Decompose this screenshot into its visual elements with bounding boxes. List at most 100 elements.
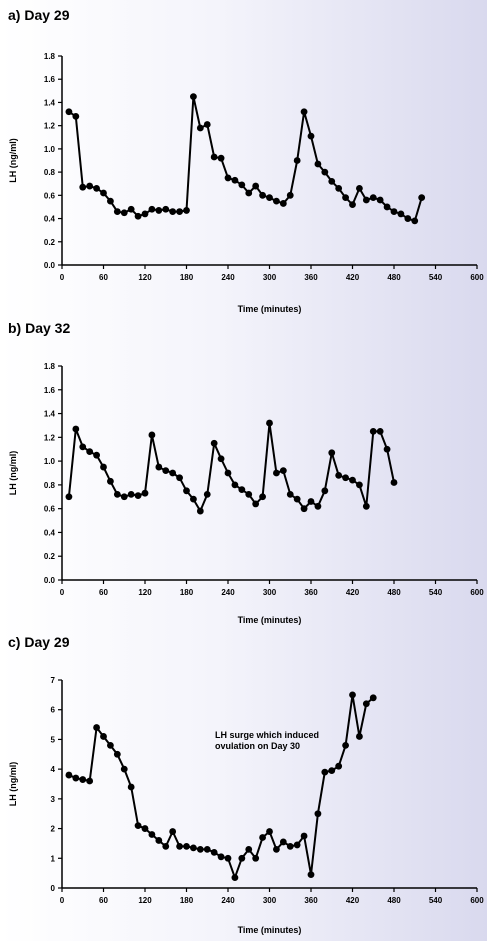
data-point <box>245 845 253 853</box>
data-point <box>279 200 287 207</box>
data-point <box>224 174 232 182</box>
x-tick-label: 120 <box>138 588 152 597</box>
data-point <box>86 448 94 455</box>
y-tick-label: 7 <box>51 676 56 685</box>
chart-title: b) Day 32 <box>8 320 70 336</box>
x-tick-label: 240 <box>221 273 235 282</box>
data-point <box>266 419 273 427</box>
data-point <box>342 741 349 749</box>
data-point <box>72 774 80 782</box>
data-point <box>183 487 190 495</box>
y-tick-label: 1.2 <box>44 433 56 442</box>
data-point <box>383 203 391 211</box>
y-tick-label: 1.6 <box>44 386 56 395</box>
data-point <box>321 768 329 776</box>
data-point <box>148 205 156 213</box>
data-point <box>217 455 225 463</box>
chart-title: a) Day 29 <box>8 7 70 23</box>
data-point <box>356 481 363 489</box>
data-point <box>293 841 301 849</box>
data-point <box>231 874 239 881</box>
x-tick-label: 540 <box>429 273 443 282</box>
data-point <box>100 189 107 197</box>
data-point <box>79 443 87 451</box>
data-point <box>404 215 412 222</box>
data-point <box>300 108 308 116</box>
chart-title: c) Day 29 <box>8 634 70 650</box>
data-point <box>362 196 370 204</box>
data-point <box>390 208 398 215</box>
x-tick-label: 180 <box>180 896 194 905</box>
data-point <box>183 843 190 850</box>
data-point <box>266 828 273 835</box>
data-point <box>259 834 266 841</box>
y-axis-title: LH (ng/ml) <box>8 451 18 496</box>
x-tick-label: 360 <box>304 896 318 905</box>
x-axis-title: Time (minutes) <box>238 615 302 625</box>
x-tick-label: 60 <box>99 588 108 597</box>
data-point <box>376 427 384 435</box>
data-point <box>252 182 260 190</box>
y-tick-label: 3 <box>51 795 56 804</box>
data-point <box>266 194 273 202</box>
x-axis-title: Time (minutes) <box>238 304 302 314</box>
data-point <box>342 194 349 202</box>
y-tick-label: 0.6 <box>44 191 56 200</box>
data-point <box>231 481 239 489</box>
data-point <box>300 505 308 513</box>
data-point <box>328 178 336 185</box>
y-tick-label: 6 <box>51 706 56 715</box>
data-point <box>397 210 405 218</box>
chart-panel-3: c) Day 29 0 1 2 3 4 5 6 7 0 60 120 180 240 300 360 420 48… <box>8 634 484 935</box>
data-point <box>273 845 280 853</box>
y-tick-label: 0.8 <box>44 168 56 177</box>
data-point <box>196 845 204 853</box>
y-tick-label: 1 <box>51 854 56 863</box>
data-point <box>155 207 163 214</box>
y-tick-label: 1.4 <box>44 410 56 419</box>
x-tick-label: 0 <box>60 273 65 282</box>
series-line <box>67 422 395 512</box>
data-point <box>335 471 343 479</box>
y-tick-label: 1.8 <box>44 362 56 371</box>
x-tick-label: 300 <box>263 896 277 905</box>
data-point <box>362 700 370 708</box>
data-point <box>176 474 183 482</box>
data-point <box>217 154 225 162</box>
data-point <box>155 463 163 471</box>
data-point <box>162 205 170 213</box>
x-tick-label: 240 <box>221 588 235 597</box>
data-point <box>107 197 114 205</box>
data-point <box>203 491 211 498</box>
data-point <box>72 425 80 433</box>
data-point <box>321 487 329 495</box>
y-axis-title: LH (ng/ml) <box>8 762 18 807</box>
data-point <box>113 750 121 758</box>
data-point <box>335 762 343 770</box>
data-point <box>279 838 287 846</box>
series-line <box>68 95 423 222</box>
data-point <box>141 489 149 497</box>
y-tick-label: 0.2 <box>44 238 56 247</box>
data-point <box>93 724 100 731</box>
data-point <box>307 871 315 879</box>
data-point <box>245 491 253 498</box>
data-point <box>86 182 94 190</box>
x-axis-title: Time (minutes) <box>238 925 302 935</box>
data-point <box>196 507 204 515</box>
data-point <box>100 463 107 471</box>
y-tick-label: 1.0 <box>44 457 56 466</box>
data-point <box>120 493 128 501</box>
data-point <box>65 493 73 501</box>
data-point <box>349 201 356 209</box>
data-point <box>100 733 107 740</box>
data-point <box>183 207 190 214</box>
x-tick-label: 360 <box>304 588 318 597</box>
data-point <box>369 194 377 202</box>
data-point <box>162 467 170 475</box>
data-point <box>238 181 246 189</box>
data-point <box>231 176 239 184</box>
data-point <box>356 733 363 740</box>
y-tick-label: 0.0 <box>44 576 56 585</box>
